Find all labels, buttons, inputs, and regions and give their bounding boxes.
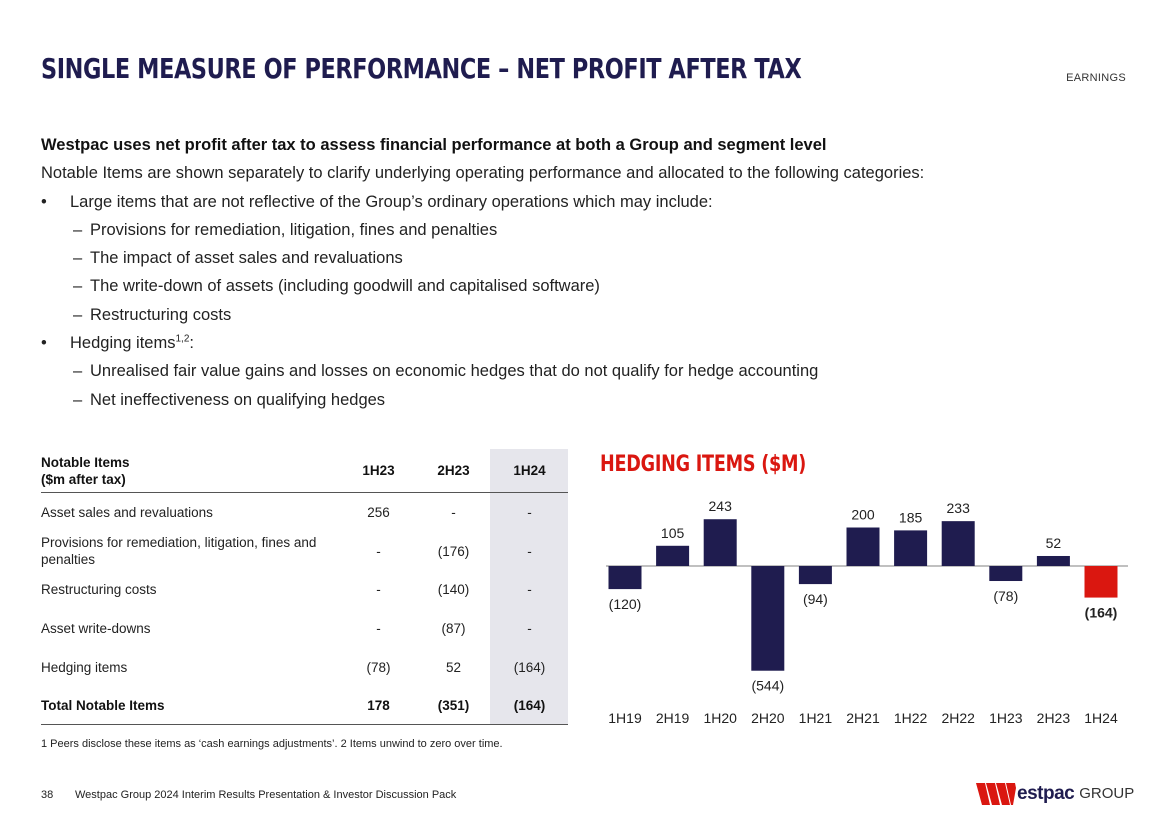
cell: (164)	[513, 659, 546, 675]
row-label: Asset sales and revaluations	[41, 504, 213, 520]
cell: (87)	[441, 620, 466, 636]
page-number: 38	[41, 789, 54, 801]
logo-wordmark: estpac	[1017, 783, 1075, 804]
x-tick-label: 2H19	[656, 710, 690, 726]
bullet-colon: :	[189, 334, 194, 353]
bar-2h21	[846, 527, 880, 566]
row-label: Total Notable Items	[41, 697, 165, 713]
data-label: 185	[899, 509, 923, 525]
hedging-items-chart: (120) 1H19 105 2H19 243 1H20 (544) 2H20 (94) 1H21…	[606, 498, 1128, 726]
data-label: 243	[709, 498, 733, 514]
table-row: Restructuring costs - (140) -	[41, 570, 568, 609]
intro-line: Notable Items are shown separately to cl…	[41, 164, 925, 183]
data-label: (94)	[803, 591, 828, 607]
bar-1h24	[1084, 566, 1118, 598]
footer-text: Westpac Group 2024 Interim Results Prese…	[75, 789, 457, 801]
logo-group-text: GROUP	[1079, 785, 1135, 802]
table-total-row: Total Notable Items 178 (351) (164)	[41, 686, 568, 726]
bar-1h19	[608, 566, 642, 590]
data-label: (544)	[751, 678, 784, 694]
footnote-ref: 1,2	[175, 333, 190, 345]
cell: (351)	[437, 697, 470, 713]
data-label: (78)	[993, 588, 1018, 604]
bar-1h20	[703, 519, 737, 566]
x-tick-label: 1H19	[608, 710, 642, 726]
cell: 178	[367, 697, 390, 713]
cell: 52	[445, 659, 462, 675]
data-label: 105	[661, 525, 685, 541]
cell: -	[376, 543, 381, 559]
highlight-column-bg	[490, 449, 568, 725]
x-tick-label: 1H23	[989, 710, 1023, 726]
table-row: Asset write-downs - (87) -	[41, 609, 568, 648]
section-tag: EARNINGS	[1066, 72, 1126, 84]
bar-2h22	[941, 521, 975, 566]
bullet-large-items: Large items that are not reflective of t…	[41, 188, 1131, 217]
table-row: Hedging items (78) 52 (164)	[41, 648, 568, 687]
westpac-logo: estpac GROUP	[976, 783, 1134, 805]
table-header: Notable Items ($m after tax) 1H23 2H23 1…	[41, 449, 568, 493]
x-tick-label: 2H20	[751, 710, 785, 726]
intro-lead: Westpac uses net profit after tax to ass…	[41, 136, 827, 154]
x-tick-label: 2H23	[1037, 710, 1071, 726]
data-label: 233	[947, 500, 971, 516]
chart-title: HEDGING ITEMS ($M)	[600, 452, 807, 477]
row-label: Hedging items	[41, 659, 128, 675]
table-header-label: Notable Items ($m after tax)	[41, 454, 341, 488]
x-tick-label: 2H22	[941, 710, 975, 726]
sub-item: Unrealised fair value gains and losses o…	[41, 357, 1131, 386]
bar-1h21	[798, 566, 832, 585]
x-tick-label: 1H22	[894, 710, 928, 726]
sub-item: Net ineffectiveness on qualifying hedges	[41, 386, 1131, 415]
bullet-hedging-items: Hedging items1,2:	[41, 329, 1131, 358]
sub-item: The impact of asset sales and revaluatio…	[41, 244, 1131, 273]
cell: -	[527, 582, 532, 598]
cell: -	[376, 620, 381, 636]
table-row: Provisions for remediation, litigation, …	[41, 532, 568, 571]
cell: -	[527, 620, 532, 636]
column-header: 2H23	[437, 463, 470, 478]
data-label: 52	[1046, 535, 1062, 551]
x-tick-label: 1H24	[1084, 710, 1118, 726]
bar-2h20	[751, 566, 785, 671]
x-tick-label: 1H21	[799, 710, 833, 726]
sub-item: Provisions for remediation, litigation, …	[41, 216, 1131, 245]
cell: -	[527, 504, 532, 520]
cell: (176)	[437, 543, 470, 559]
cell: -	[376, 582, 381, 598]
table-header-line2: ($m after tax)	[41, 471, 126, 487]
cell: (140)	[437, 582, 470, 598]
westpac-w-icon	[976, 783, 1016, 805]
cell: (164)	[513, 697, 546, 713]
page-title: SINGLE MEASURE OF PERFORMANCE – NET PROF…	[41, 52, 802, 85]
sub-item: The write-down of assets (including good…	[41, 272, 1131, 301]
table-row: Asset sales and revaluations 256 - -	[41, 493, 568, 532]
bar-2h19	[656, 545, 690, 566]
footnote: 1 Peers disclose these items as ‘cash ea…	[41, 738, 503, 750]
notable-items-table: Notable Items ($m after tax) 1H23 2H23 1…	[41, 449, 568, 726]
table-header-line1: Notable Items	[41, 454, 130, 470]
data-label: (164)	[1085, 605, 1118, 621]
x-tick-label: 1H20	[703, 710, 737, 726]
row-label: Restructuring costs	[41, 582, 157, 598]
bar-2h23	[1036, 555, 1070, 566]
cell: (78)	[366, 659, 391, 675]
bar-1h23	[989, 566, 1023, 582]
data-label: (120)	[609, 596, 642, 612]
x-tick-label: 2H21	[846, 710, 880, 726]
data-label: 200	[851, 507, 875, 523]
column-header: 1H24	[513, 463, 546, 478]
column-header: 1H23	[362, 463, 395, 478]
sub-item: Restructuring costs	[41, 301, 1131, 330]
cell: -	[451, 504, 456, 520]
cell: 256	[367, 504, 390, 520]
cell: -	[527, 543, 532, 559]
intro-text: Westpac uses net profit after tax to ass…	[41, 131, 1131, 414]
row-label: Provisions for remediation, litigation, …	[41, 535, 317, 568]
row-label: Asset write-downs	[41, 620, 151, 636]
bar-1h22	[894, 530, 928, 566]
bullet-hedging-label: Hedging items	[70, 334, 176, 353]
